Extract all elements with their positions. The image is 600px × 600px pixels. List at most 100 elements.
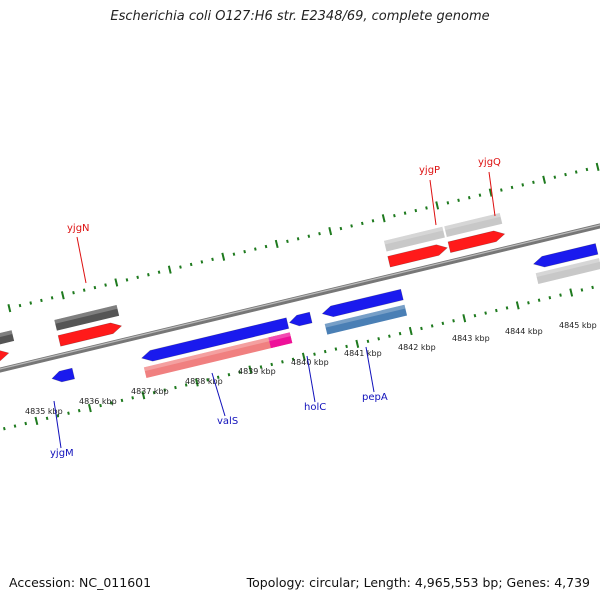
tick-mark-bottom: [420, 326, 423, 331]
kbp-tick-label: 4841 kbp: [344, 349, 382, 358]
pseudogene-feature[interactable]: [54, 305, 120, 331]
rna-feature-shine: [268, 332, 291, 342]
tick-mark-bottom: [227, 373, 231, 377]
tick-mark-bottom: [34, 416, 39, 426]
tick-mark-top: [457, 198, 460, 202]
tick-mark-top: [136, 275, 140, 280]
tick-mark-top: [564, 172, 567, 177]
kbp-tick-label: 4843 kbp: [452, 334, 490, 343]
tick-mark-bottom: [569, 288, 574, 297]
cds-feature[interactable]: [444, 213, 503, 238]
gene-label-pepA[interactable]: pepA: [362, 392, 388, 403]
tick-mark-bottom: [559, 293, 562, 297]
gene-arrow-yjgN[interactable]: [57, 321, 123, 347]
tick-mark-top: [211, 257, 214, 262]
gene-arrow-reverse[interactable]: [532, 243, 599, 270]
tick-mark-bottom: [388, 334, 391, 338]
tick-mark-top: [232, 252, 236, 256]
tick-mark-top: [104, 283, 107, 287]
tick-mark-bottom: [408, 326, 413, 336]
gene-label-valS[interactable]: valS: [217, 416, 238, 427]
genome-info-label: Topology: circular; Length: 4,965,553 bp…: [246, 575, 590, 590]
rna-feature[interactable]: [268, 332, 293, 349]
tick-mark-top: [371, 219, 375, 223]
cds-feature-pepA-shine: [324, 304, 406, 328]
tick-mark-top: [446, 201, 450, 205]
tick-mark-bottom: [548, 295, 552, 300]
tick-mark-top: [381, 214, 386, 223]
tick-mark-top: [585, 167, 589, 172]
tick-mark-bottom: [152, 390, 156, 395]
gene-arrow-holC[interactable]: [288, 311, 313, 328]
tick-mark-top: [595, 162, 600, 172]
tick-mark-bottom: [3, 426, 6, 431]
tick-mark-top: [147, 273, 150, 277]
gene-label-holC[interactable]: holC: [304, 402, 326, 413]
pseudogene-feature-shine: [0, 330, 13, 343]
tick-mark-top: [532, 180, 535, 184]
tick-mark-top: [435, 201, 440, 210]
gene-arrow-pepA[interactable]: [321, 288, 404, 319]
gene-arrow-valS[interactable]: [140, 317, 290, 364]
tick-mark-bottom: [77, 408, 81, 413]
tick-mark-bottom: [67, 411, 70, 415]
tick-mark-top: [274, 239, 279, 249]
tick-mark-top: [114, 278, 119, 287]
tick-mark-bottom: [99, 403, 102, 408]
gene-arrow-yjgQ[interactable]: [447, 229, 506, 253]
gene-label-yjgQ[interactable]: yjgQ: [478, 157, 501, 168]
cds-feature-pepA[interactable]: [324, 304, 408, 335]
gene-arrow-forward[interactable]: [0, 348, 10, 366]
tick-mark-top: [243, 249, 246, 254]
tick-mark-bottom: [527, 301, 530, 305]
gene-label-yjgN[interactable]: yjgN: [67, 223, 90, 234]
tick-mark-top: [500, 188, 503, 192]
tick-mark-bottom: [216, 375, 220, 379]
tick-mark-top: [29, 301, 33, 305]
kbp-tick-label: 4836 kbp: [79, 397, 117, 406]
pseudogene-feature[interactable]: [0, 330, 15, 350]
tick-mark-top: [318, 231, 321, 236]
gene-label-yjgP[interactable]: yjgP: [419, 165, 440, 176]
tick-mark-bottom: [515, 301, 520, 310]
tick-mark-top: [467, 196, 471, 200]
tick-mark-top: [50, 296, 54, 300]
gene-arrow-yjgM[interactable]: [51, 367, 76, 384]
gene-arrow-yjgP[interactable]: [387, 242, 449, 268]
tick-mark-bottom: [345, 344, 348, 349]
cds-feature-valS[interactable]: [143, 332, 293, 379]
tick-mark-top: [72, 291, 75, 295]
gene-leader-line: [211, 372, 226, 417]
tick-mark-top: [264, 244, 268, 249]
tick-mark-top: [286, 239, 289, 244]
gene-leader-line: [53, 400, 62, 449]
tick-mark-bottom: [24, 421, 28, 426]
tick-mark-top: [478, 193, 482, 197]
genome-title: Escherichia coli O127:H6 str. E2348/69, …: [110, 9, 490, 24]
tick-mark-bottom: [259, 365, 263, 369]
tick-mark-bottom: [580, 288, 584, 292]
cds-feature[interactable]: [535, 258, 600, 284]
tick-mark-top: [93, 285, 97, 290]
tick-mark-top: [157, 270, 161, 274]
tick-mark-bottom: [87, 403, 92, 413]
kbp-tick-label: 4839 kbp: [238, 367, 276, 376]
gene-leader-line: [488, 171, 496, 217]
gene-label-yjgM[interactable]: yjgM: [50, 448, 74, 459]
cds-feature[interactable]: [383, 226, 445, 252]
tick-mark-bottom: [56, 414, 60, 418]
tick-mark-bottom: [313, 352, 316, 356]
tick-mark-bottom: [141, 391, 146, 400]
tick-mark-top: [167, 265, 172, 274]
cds-feature-shine: [383, 226, 444, 245]
tick-mark-bottom: [184, 383, 188, 387]
tick-mark-bottom: [334, 347, 338, 351]
cds-feature-shine: [444, 213, 501, 231]
tick-mark-bottom: [270, 362, 274, 367]
tick-mark-bottom: [131, 396, 135, 400]
tick-mark-bottom: [452, 319, 455, 323]
tick-mark-bottom: [109, 401, 113, 405]
cds-feature-valS-shine: [143, 332, 291, 372]
tick-mark-top: [179, 265, 182, 269]
